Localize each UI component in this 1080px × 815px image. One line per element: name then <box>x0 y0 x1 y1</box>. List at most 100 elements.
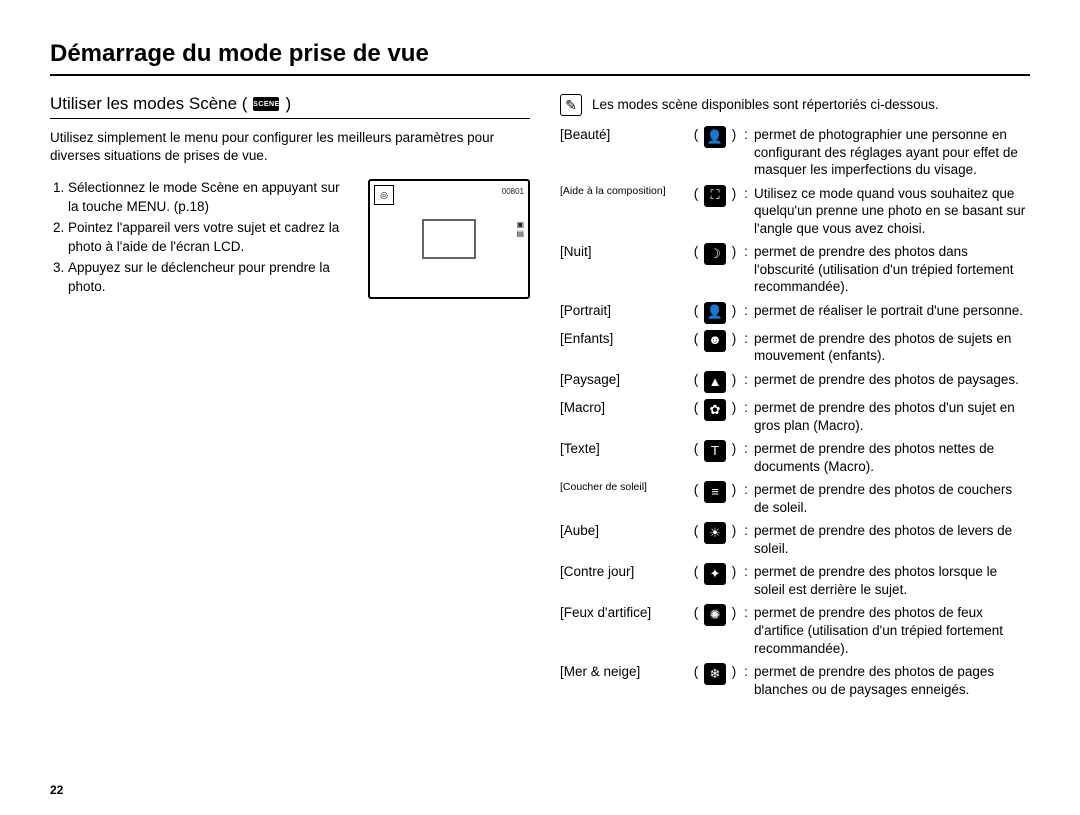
paren-close: ) <box>728 604 740 622</box>
steps-list: Sélectionnez le mode Scène en appuyant s… <box>50 179 352 298</box>
mode-description: Utilisez ce mode quand vous souhaitez qu… <box>752 185 1030 238</box>
page-number: 22 <box>50 783 63 797</box>
left-column: Utiliser les modes Scène ( SCENE ) Utili… <box>50 94 530 704</box>
lcd-side-icons: 00801 ▣▤ <box>502 187 524 238</box>
paren-close: ) <box>728 481 740 499</box>
paren-close: ) <box>728 399 740 417</box>
paren-open: ( <box>690 481 702 499</box>
mode-row: [Paysage](▲):permet de prendre des photo… <box>560 371 1030 393</box>
mode-row: [Macro](✿):permet de prendre des photos … <box>560 399 1030 434</box>
colon: : <box>740 371 752 389</box>
mode-description: permet de prendre des photos nettes de d… <box>752 440 1030 475</box>
paren-close: ) <box>728 371 740 389</box>
modes-list: [Beauté](👤):permet de photographier une … <box>560 126 1030 698</box>
paren-close: ) <box>728 302 740 320</box>
subtitle-text: Utiliser les modes Scène ( <box>50 94 247 114</box>
subtitle-close: ) <box>285 94 291 114</box>
mode-label: [Feux d'artifice] <box>560 604 690 622</box>
paren-close: ) <box>728 563 740 581</box>
colon: : <box>740 399 752 417</box>
paren-close: ) <box>728 522 740 540</box>
mode-icon: T <box>704 440 726 462</box>
list-item: Appuyez sur le déclencheur pour prendre … <box>68 259 352 297</box>
lcd-inner-rect <box>422 219 476 259</box>
lcd-counter: 00801 <box>502 187 524 196</box>
mode-icon: ⛶ <box>704 185 726 207</box>
colon: : <box>740 126 752 144</box>
paren-open: ( <box>690 440 702 458</box>
colon: : <box>740 302 752 320</box>
mode-row: [Coucher de soleil](≡):permet de prendre… <box>560 481 1030 516</box>
mode-icon: ☽ <box>704 243 726 265</box>
mode-icon: ❄ <box>704 663 726 685</box>
paren-open: ( <box>690 563 702 581</box>
paren-close: ) <box>728 663 740 681</box>
mode-icon: ▲ <box>704 371 726 393</box>
mode-label: [Texte] <box>560 440 690 458</box>
mode-label: [Contre jour] <box>560 563 690 581</box>
colon: : <box>740 330 752 348</box>
colon: : <box>740 481 752 499</box>
mode-row: [Aube](☀):permet de prendre des photos d… <box>560 522 1030 557</box>
paren-open: ( <box>690 330 702 348</box>
paren-open: ( <box>690 371 702 389</box>
note-icon: ✎ <box>560 94 582 116</box>
mode-row: [Contre jour](✦):permet de prendre des p… <box>560 563 1030 598</box>
mode-row: [Mer & neige](❄):permet de prendre des p… <box>560 663 1030 698</box>
mode-description: permet de prendre des photos de levers d… <box>752 522 1030 557</box>
note-row: ✎ Les modes scène disponibles sont réper… <box>560 94 1030 116</box>
mode-row: [Beauté](👤):permet de photographier une … <box>560 126 1030 179</box>
mode-icon: ☻ <box>704 330 726 352</box>
mode-label: [Aube] <box>560 522 690 540</box>
content-columns: Utiliser les modes Scène ( SCENE ) Utili… <box>50 94 1030 704</box>
mode-label: [Macro] <box>560 399 690 417</box>
mode-description: permet de photographier une personne en … <box>752 126 1030 179</box>
mode-label: [Coucher de soleil] <box>560 481 690 495</box>
mode-icon: ☀ <box>704 522 726 544</box>
paren-close: ) <box>728 243 740 261</box>
mode-description: permet de prendre des photos lorsque le … <box>752 563 1030 598</box>
mode-icon: 👤 <box>704 126 726 148</box>
colon: : <box>740 663 752 681</box>
colon: : <box>740 243 752 261</box>
colon: : <box>740 440 752 458</box>
paren-close: ) <box>728 185 740 203</box>
scene-badge-icon: SCENE <box>253 97 279 111</box>
mode-description: permet de prendre des photos d'un sujet … <box>752 399 1030 434</box>
paren-open: ( <box>690 663 702 681</box>
colon: : <box>740 563 752 581</box>
mode-icon: ✦ <box>704 563 726 585</box>
mode-label: [Nuit] <box>560 243 690 261</box>
paren-close: ) <box>728 126 740 144</box>
mode-row: [Texte](T):permet de prendre des photos … <box>560 440 1030 475</box>
mode-row: [Enfants](☻):permet de prendre des photo… <box>560 330 1030 365</box>
paren-open: ( <box>690 522 702 540</box>
mode-description: permet de prendre des photos de feux d'a… <box>752 604 1030 657</box>
list-item: Pointez l'appareil vers votre sujet et c… <box>68 219 352 257</box>
mode-label: [Aide à la composition] <box>560 185 690 199</box>
colon: : <box>740 522 752 540</box>
paren-close: ) <box>728 330 740 348</box>
mode-description: permet de prendre des photos de couchers… <box>752 481 1030 516</box>
mode-label: [Paysage] <box>560 371 690 389</box>
lcd-corner-icon: ◎ <box>374 185 394 205</box>
page-title: Démarrage du mode prise de vue <box>50 40 1030 76</box>
colon: : <box>740 604 752 622</box>
mode-icon: ≡ <box>704 481 726 503</box>
paren-open: ( <box>690 243 702 261</box>
mode-row: [Feux d'artifice](✺):permet de prendre d… <box>560 604 1030 657</box>
list-item: Sélectionnez le mode Scène en appuyant s… <box>68 179 352 217</box>
mode-label: [Enfants] <box>560 330 690 348</box>
mode-label: [Beauté] <box>560 126 690 144</box>
paren-open: ( <box>690 604 702 622</box>
paren-open: ( <box>690 126 702 144</box>
lcd-icon: ▣▤ <box>516 220 524 238</box>
mode-icon: 👤 <box>704 302 726 324</box>
mode-description: permet de prendre des photos de pages bl… <box>752 663 1030 698</box>
paren-open: ( <box>690 399 702 417</box>
intro-paragraph: Utilisez simplement le menu pour configu… <box>50 129 530 165</box>
mode-description: permet de prendre des photos de sujets e… <box>752 330 1030 365</box>
note-text: Les modes scène disponibles sont réperto… <box>592 94 939 114</box>
right-column: ✎ Les modes scène disponibles sont réper… <box>560 94 1030 704</box>
paren-open: ( <box>690 302 702 320</box>
